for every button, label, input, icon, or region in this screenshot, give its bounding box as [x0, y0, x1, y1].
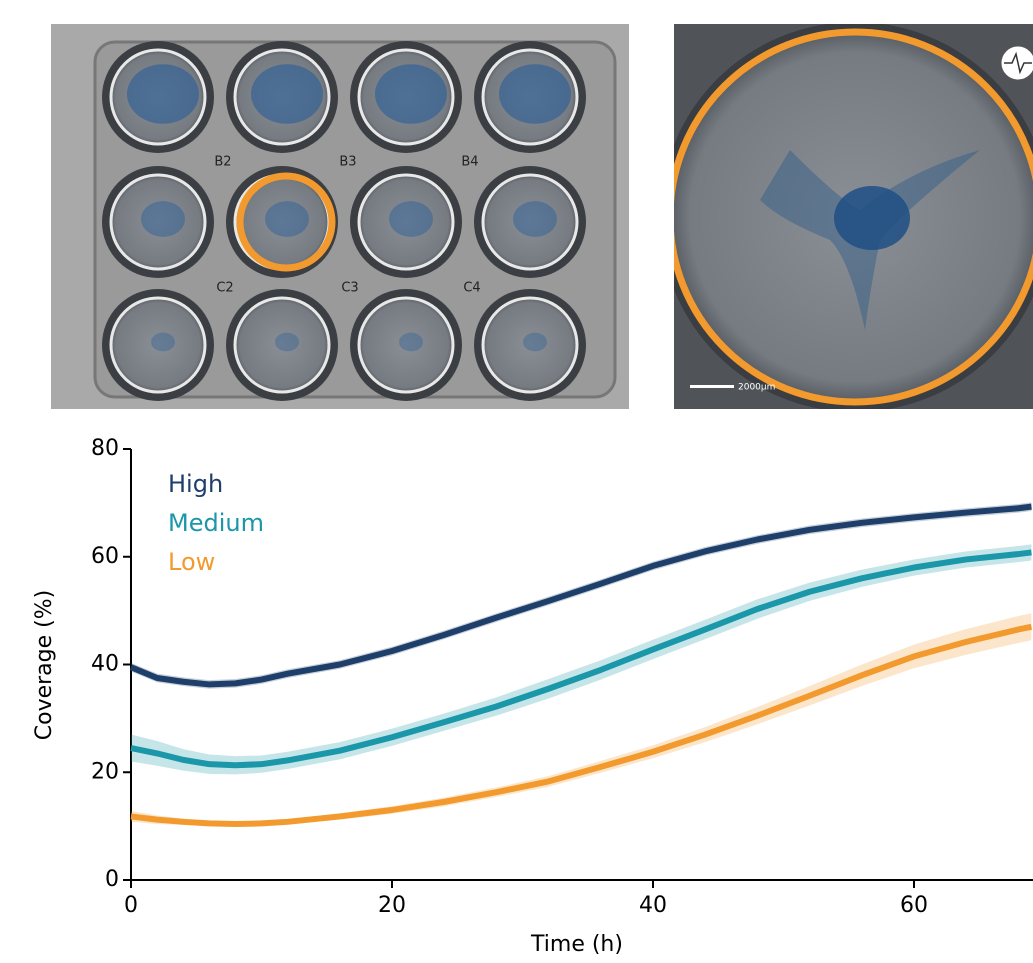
- cell-cover: [375, 64, 447, 124]
- x-tick-label: 40: [639, 893, 667, 918]
- legend-entry: Medium: [168, 509, 264, 537]
- y-tick-label: 20: [91, 759, 119, 784]
- cell-cover: [151, 333, 175, 352]
- cell-cover: [523, 333, 547, 352]
- cell-cover: [399, 333, 423, 352]
- error-band: [131, 613, 1031, 826]
- y-axis-label: Coverage (%): [32, 590, 57, 740]
- y-tick-label: 80: [91, 436, 119, 461]
- cell-cover: [265, 201, 309, 237]
- x-tick-label: 0: [124, 893, 138, 918]
- cell-cover: [141, 201, 185, 237]
- legend-entry: Low: [168, 548, 215, 576]
- well-label: C2: [216, 281, 233, 296]
- figure: B2 B3 B4 C2 C3 C4 2000μm Coverage (%) Time (h…: [0, 0, 1033, 963]
- y-tick-label: 60: [91, 544, 119, 569]
- x-tick-label: 60: [900, 893, 928, 918]
- cell-cover: [499, 64, 571, 124]
- scale-bar: [690, 385, 734, 388]
- legend-entry: High: [168, 470, 223, 498]
- well-label: B4: [461, 155, 478, 170]
- well-label: B3: [339, 155, 356, 170]
- cell-cluster: [834, 186, 910, 250]
- scale-bar-label: 2000μm: [738, 383, 775, 393]
- cell-cover: [389, 201, 433, 237]
- x-axis-label: Time (h): [530, 932, 623, 957]
- y-tick-label: 40: [91, 652, 119, 677]
- well-label: B2: [214, 155, 231, 170]
- cell-cover: [127, 64, 199, 124]
- cell-cover: [513, 201, 557, 237]
- cell-cover: [251, 64, 323, 124]
- cell-cover: [275, 333, 299, 352]
- x-tick-label: 20: [378, 893, 406, 918]
- chart: Coverage (%) Time (h) 0 20 40 60 80 0 20 40 60 Hi…: [32, 436, 1033, 957]
- page: B2 B3 B4 C2 C3 C4 2000μm Coverage (%) Time (h…: [0, 0, 1033, 963]
- well-label: C4: [463, 281, 480, 296]
- plate-image: B2 B3 B4 C2 C3 C4: [51, 24, 629, 409]
- well-label: C3: [341, 281, 358, 296]
- zoom-image: 2000μm: [660, 22, 1033, 412]
- y-tick-label: 0: [105, 867, 119, 892]
